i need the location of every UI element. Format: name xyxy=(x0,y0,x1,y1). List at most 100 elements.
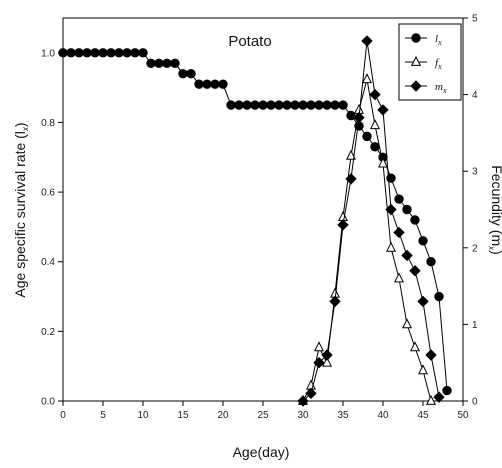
data-point xyxy=(369,88,381,101)
data-point xyxy=(146,58,156,68)
x-tick-label: 10 xyxy=(137,410,149,421)
data-point xyxy=(425,394,437,405)
data-point xyxy=(82,48,92,58)
x-tick-label: 15 xyxy=(177,410,189,421)
right-y-tick-label: 1 xyxy=(472,320,478,331)
data-point xyxy=(410,215,420,225)
data-point xyxy=(425,349,437,361)
x-tick-label: 5 xyxy=(100,410,106,421)
data-point xyxy=(353,111,365,124)
legend-marker xyxy=(410,55,422,66)
data-point xyxy=(106,48,116,58)
data-point xyxy=(361,73,373,84)
series-diamond-group xyxy=(297,35,445,407)
legend-entry: fx xyxy=(405,55,442,71)
chart-title: Potato xyxy=(228,33,271,50)
data-point xyxy=(417,295,429,308)
data-point xyxy=(362,131,372,142)
data-point xyxy=(250,100,260,110)
data-point xyxy=(402,204,412,215)
data-point xyxy=(442,385,452,396)
legend-entry: mx xyxy=(405,80,447,95)
data-point xyxy=(393,272,405,283)
data-point xyxy=(385,203,397,216)
data-point xyxy=(170,58,180,68)
data-point xyxy=(66,48,76,58)
data-point xyxy=(417,364,429,375)
data-point xyxy=(306,100,316,110)
data-point xyxy=(346,110,356,121)
data-point xyxy=(322,100,332,110)
left-y-tick-label: 1.0 xyxy=(41,48,55,59)
data-point xyxy=(74,48,84,58)
series-line xyxy=(302,79,432,402)
legend-label: fx xyxy=(435,57,442,71)
left-y-tick-label: 0.0 xyxy=(41,397,55,408)
data-point xyxy=(321,356,333,367)
data-point xyxy=(130,48,140,58)
data-point xyxy=(242,100,252,110)
data-point xyxy=(154,58,164,68)
data-point xyxy=(178,69,188,79)
data-point xyxy=(393,226,405,239)
data-point xyxy=(114,48,124,58)
left-y-tick-label: 0.4 xyxy=(41,257,55,268)
data-point xyxy=(426,257,436,267)
data-point xyxy=(274,100,284,110)
data-point xyxy=(314,100,324,110)
data-point xyxy=(345,173,357,185)
data-point xyxy=(98,48,108,58)
data-point xyxy=(385,241,397,252)
legend-label: mx xyxy=(435,81,447,95)
right-y-axis-title: Fecundity (mx) xyxy=(487,165,502,255)
data-point xyxy=(313,341,325,352)
x-tick-label: 0 xyxy=(60,410,66,421)
x-axis-ticks: 0 5 10 15 20 25 30 35 40 45 50 xyxy=(60,401,469,421)
x-tick-label: 30 xyxy=(297,410,309,421)
x-tick-label: 20 xyxy=(217,410,229,421)
data-point xyxy=(321,349,333,361)
data-point xyxy=(162,58,172,68)
data-point xyxy=(433,391,445,403)
left-y-tick-label: 0.8 xyxy=(41,118,55,129)
right-y-tick-label: 2 xyxy=(472,243,478,254)
legend-marker xyxy=(411,33,421,43)
data-point xyxy=(418,236,428,246)
right-y-tick-label: 3 xyxy=(472,167,478,178)
data-point xyxy=(330,100,340,110)
legend-label: lx xyxy=(435,33,442,47)
data-point xyxy=(234,100,244,110)
left-y-axis-title: Age specific survival rate (lx) xyxy=(12,122,30,297)
data-point xyxy=(282,100,292,110)
data-point xyxy=(370,142,380,152)
left-y-tick-label: 0.6 xyxy=(41,188,55,199)
legend: lx fx mx xyxy=(398,23,462,101)
data-point xyxy=(329,295,341,308)
data-point xyxy=(122,48,132,58)
x-tick-label: 25 xyxy=(257,410,269,421)
legend-box xyxy=(398,23,462,101)
data-point xyxy=(337,219,349,231)
data-point xyxy=(297,395,309,407)
data-point xyxy=(409,265,421,277)
x-tick-label: 35 xyxy=(337,410,349,421)
right-y-tick-label: 4 xyxy=(472,90,478,101)
data-point xyxy=(401,249,413,262)
data-point xyxy=(266,100,276,110)
legend-entry: lx xyxy=(405,33,442,47)
data-point xyxy=(361,35,373,47)
data-point xyxy=(226,100,236,110)
data-point xyxy=(138,48,148,58)
data-point xyxy=(186,69,196,79)
data-point xyxy=(58,48,68,58)
legend-marker xyxy=(410,80,422,92)
data-point xyxy=(313,356,325,369)
data-point xyxy=(401,318,413,329)
data-point xyxy=(338,100,348,110)
data-point xyxy=(202,79,212,89)
right-y-tick-label: 5 xyxy=(472,14,478,25)
series-triangle-group xyxy=(297,73,437,405)
data-point xyxy=(345,149,357,160)
data-point xyxy=(290,100,300,110)
left-y-axis-ticks: 0.0 0.2 0.4 0.6 0.8 1.0 xyxy=(41,48,63,408)
